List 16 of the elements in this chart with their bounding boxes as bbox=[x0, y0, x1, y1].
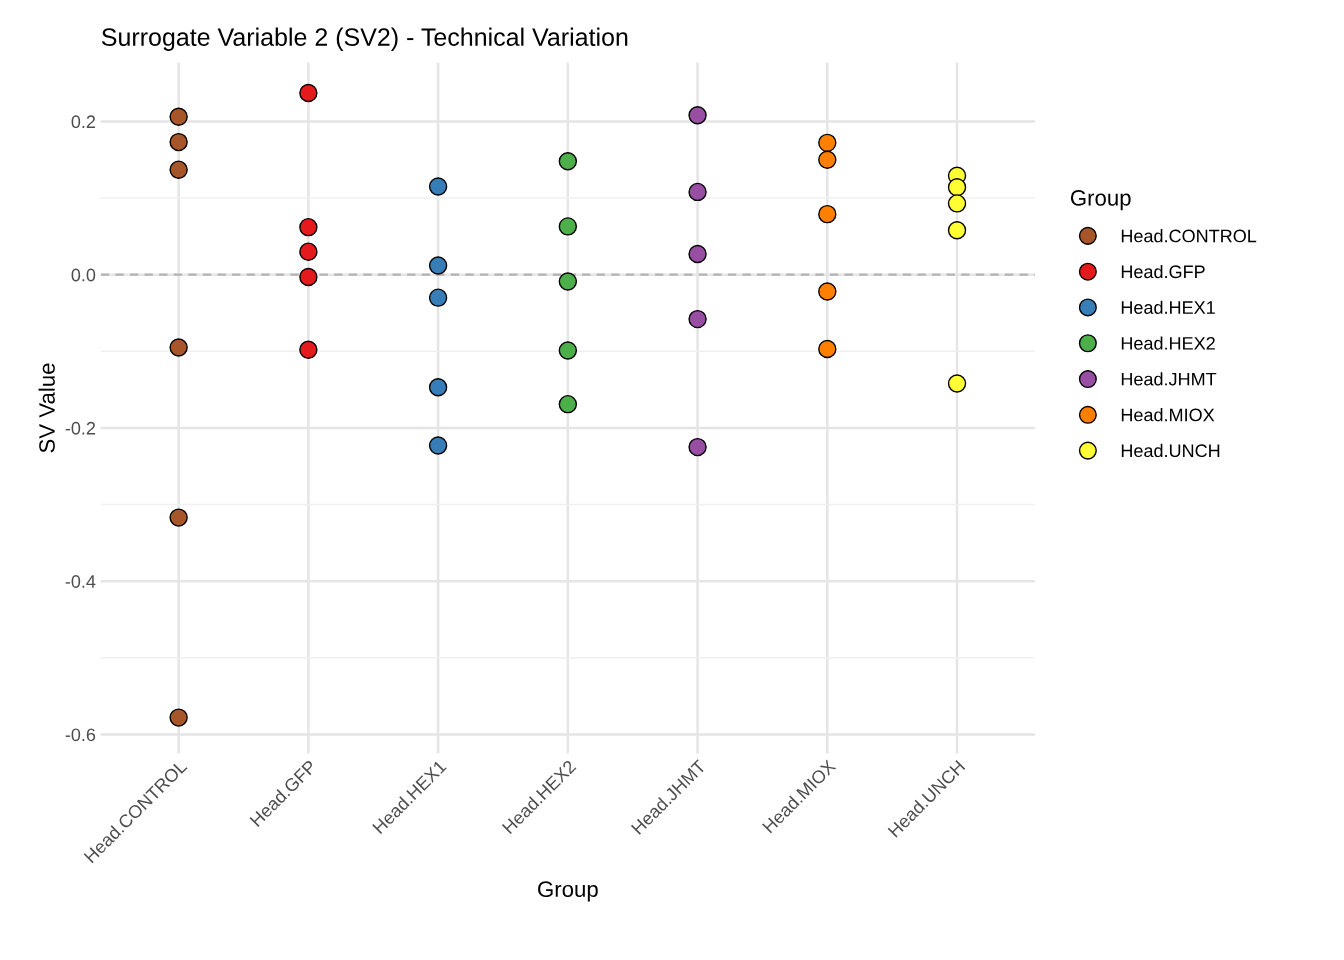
legend-label: Head.HEX1 bbox=[1121, 300, 1215, 314]
legend-label: Head.CONTROL bbox=[1121, 229, 1257, 243]
y-tick-label: -0.4 bbox=[65, 575, 96, 588]
y-tick-label: -0.2 bbox=[65, 421, 96, 435]
legend-title: Group bbox=[538, 881, 598, 902]
legend-label: Head.MIOX bbox=[1121, 408, 1215, 422]
chart-title: Surrogate Variable 2 (SV2) - Technical Variation bbox=[101, 27, 628, 51]
legend-label: Head.UNCH bbox=[1121, 443, 1220, 458]
legend-label: Head.GFP bbox=[1121, 264, 1205, 279]
y-tick-label: 0.0 bbox=[71, 268, 96, 282]
x-axis-title: Group bbox=[1070, 190, 1131, 211]
y-tick-label: -0.6 bbox=[65, 728, 96, 742]
legend-label: Head.HEX2 bbox=[1121, 336, 1215, 350]
legend-label: Head.JHMT bbox=[1121, 372, 1217, 386]
y-axis-title: SV Value bbox=[38, 363, 55, 453]
y-tick-label: 0.2 bbox=[71, 115, 96, 129]
